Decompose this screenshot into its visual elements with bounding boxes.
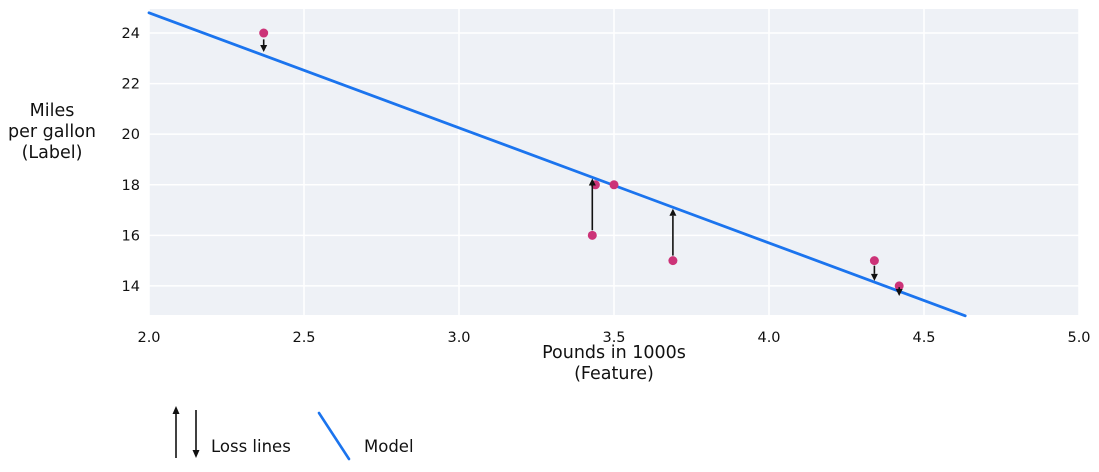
loss-lines-legend-icon	[172, 406, 200, 458]
data-point	[259, 28, 269, 38]
x-tick-label: 5.0	[1067, 330, 1090, 346]
data-point	[668, 256, 678, 266]
y-tick-label: 16	[122, 228, 140, 244]
x-tick-label: 3.5	[602, 330, 625, 346]
data-point	[609, 180, 619, 190]
legend-label-model: Model	[364, 437, 414, 456]
x-tick-label: 2.5	[292, 330, 315, 346]
x-tick-label: 4.5	[912, 330, 935, 346]
x-tick-label: 4.0	[757, 330, 780, 346]
loss-arrow-head	[588, 178, 596, 186]
loss-arrow-head	[870, 273, 878, 281]
y-tick-label: 24	[122, 26, 140, 42]
loss-arrow-head	[260, 44, 268, 52]
y-tick-label: 14	[122, 279, 140, 295]
y-tick-label: 20	[122, 127, 140, 143]
loss-arrow-head	[669, 208, 677, 216]
model-legend-icon	[317, 411, 351, 461]
x-axis-title: Pounds in 1000s (Feature)	[542, 343, 686, 384]
data-point	[869, 256, 879, 266]
model-line	[147, 11, 967, 318]
y-axis-title: Miles per gallon (Label)	[8, 101, 96, 163]
y-tick-label: 22	[122, 77, 140, 93]
loss-arrow-head	[895, 289, 903, 297]
data-point	[894, 281, 904, 291]
y-tick-label: 18	[122, 178, 140, 194]
x-tick-label: 2.0	[137, 330, 160, 346]
data-point	[587, 230, 597, 240]
x-tick-label: 3.0	[447, 330, 470, 346]
legend-label-loss-lines: Loss lines	[211, 437, 291, 456]
